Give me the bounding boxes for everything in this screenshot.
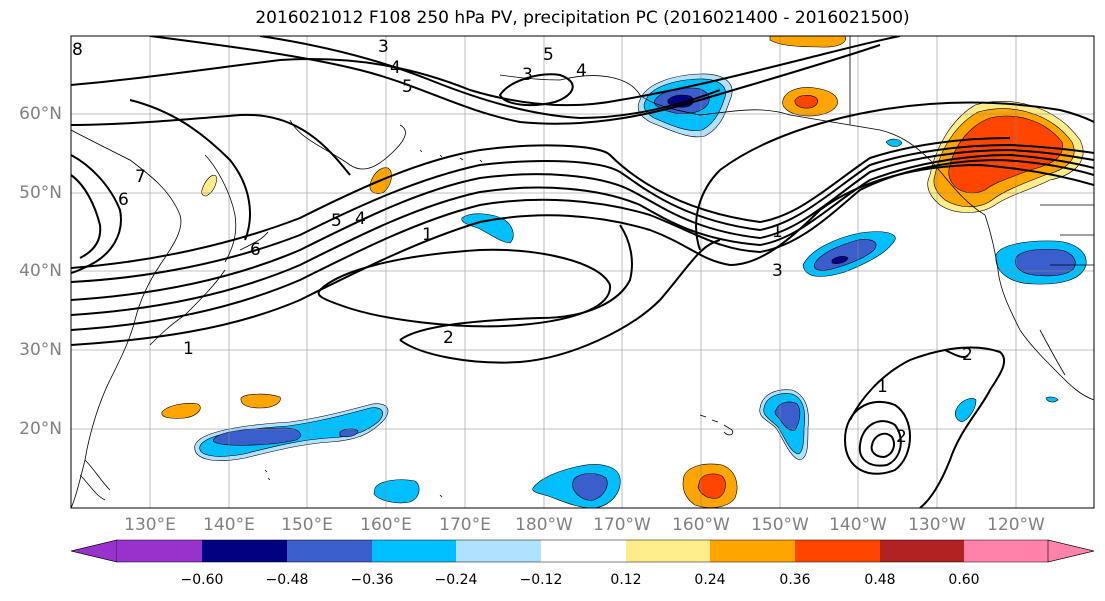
contour-label: 4: [576, 61, 587, 81]
colorbar-segment: [795, 540, 880, 562]
lat-label: 50°N: [19, 183, 62, 203]
colorbar-outline: [70, 539, 1095, 563]
coastlines: [71, 36, 1094, 508]
precip-positive-region: [794, 95, 819, 109]
colorbar-segment: [117, 540, 202, 562]
contour-label: 1: [877, 377, 888, 397]
colorbar-tick: 0.24: [694, 572, 726, 588]
contour-label: 5: [543, 45, 554, 65]
contour-label: 2: [962, 345, 973, 365]
colorbar-extend-high: [1047, 539, 1095, 563]
pv-contours: [71, 36, 1094, 508]
contour-label: 8: [72, 40, 83, 60]
lon-label: 160°E: [360, 515, 412, 535]
colorbar-segment: [880, 540, 964, 562]
precip-negative-region: [1015, 248, 1076, 277]
colorbar-tick: −0.36: [350, 572, 394, 588]
lon-label: 120°W: [987, 515, 1045, 535]
precip-negative-region: [572, 473, 608, 501]
lon-label: 130°E: [124, 515, 176, 535]
contour-label: 6: [250, 240, 261, 260]
precip-negative-region: [774, 401, 801, 431]
colorbar-tick: −0.24: [434, 572, 478, 588]
lon-label: 140°W: [829, 515, 887, 535]
precip-negative-region: [954, 398, 977, 423]
colorbar-segment: [287, 540, 372, 562]
contour-label: 4: [390, 58, 401, 78]
lon-label: 150°E: [281, 515, 333, 535]
colorbar-tick: 0.60: [948, 572, 980, 588]
colorbar-segment: [202, 540, 287, 562]
precip-positive-region: [161, 403, 201, 419]
colorbar-tick: −0.60: [180, 572, 224, 588]
contour-label: 7: [135, 167, 146, 187]
lat-label: 40°N: [19, 261, 62, 281]
contour-label: 2: [443, 328, 454, 348]
colorbar-segment: [964, 540, 1048, 562]
colorbar-segment: [372, 540, 456, 562]
colorbar-tick: 0.48: [864, 572, 896, 588]
contour-label: 6: [118, 190, 129, 210]
colorbar-tick: 0.36: [779, 572, 811, 588]
colorbar-extend-low: [70, 539, 118, 563]
lon-label: 180°W: [515, 515, 573, 535]
contour-label: 5: [402, 77, 413, 97]
precip-positive-region: [769, 36, 846, 48]
precip-negative-region: [1045, 396, 1059, 403]
lon-label: 130°W: [908, 515, 966, 535]
map-title: 2016021012 F108 250 hPa PV, precipitatio…: [255, 8, 910, 28]
lon-label: 150°W: [751, 515, 809, 535]
contour-label: 1: [772, 222, 783, 242]
precip-negative-region: [814, 239, 877, 271]
colorbar-segment: [541, 540, 626, 562]
contour-label: 4: [355, 209, 366, 229]
colorbar-tick: −0.12: [519, 572, 563, 588]
colorbar-tick: 0.12: [610, 572, 642, 588]
colorbar-segment: [710, 540, 795, 562]
precip-negative-region: [373, 479, 420, 504]
contour-labels: 3 4 5 5 3 4 7 6 5 4 1 6 1 3 2 1 2 1 2 8: [72, 37, 973, 447]
precip-negative-region: [885, 138, 903, 147]
colorbar-tick: −0.48: [265, 572, 309, 588]
colorbar: [70, 539, 1095, 563]
lat-label: 60°N: [19, 104, 62, 124]
contour-label: 3: [522, 65, 533, 85]
contour-label: 3: [378, 37, 389, 57]
lon-label: 160°W: [672, 515, 730, 535]
precip-positive-region: [201, 175, 217, 197]
precip-positive-region: [697, 473, 726, 499]
precip-negative-region: [339, 428, 359, 438]
contour-label: 2: [896, 427, 907, 447]
contour-label: 3: [772, 261, 783, 281]
contour-label: 5: [331, 211, 342, 231]
precip-shading: [161, 36, 1087, 508]
contour-label: 1: [422, 225, 433, 245]
lon-label: 140°E: [203, 515, 255, 535]
lon-label: 170°W: [593, 515, 651, 535]
map-frame: [70, 35, 1095, 509]
contour-label: 1: [183, 339, 194, 359]
precip-negative-region: [831, 255, 849, 264]
graticule: [71, 36, 1094, 508]
lat-label: 30°N: [19, 340, 62, 360]
lat-label: 20°N: [19, 419, 62, 439]
colorbar-segment: [626, 540, 710, 562]
lon-label: 170°E: [439, 515, 491, 535]
colorbar-segment: [456, 540, 541, 562]
precip-positive-region: [240, 393, 281, 409]
